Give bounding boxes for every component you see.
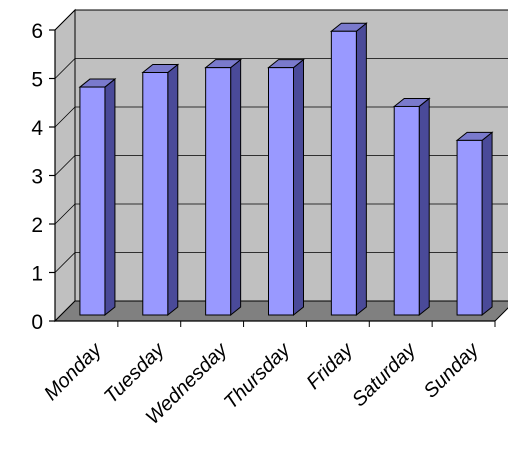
y-tick-label: 4 (31, 117, 43, 140)
gridline-side (54, 155, 76, 176)
gridline-side (54, 58, 76, 79)
x-tick-label-thursday: Thursday (220, 338, 295, 413)
gridline-side (54, 252, 76, 273)
y-tick-label: 2 (31, 214, 43, 237)
bar-friday (330, 30, 357, 316)
bar-side-wednesday (230, 58, 242, 317)
bar-side-monday (104, 78, 116, 317)
bar-monday (79, 86, 106, 316)
bar-side-thursday (293, 58, 304, 317)
gridline-side (54, 9, 76, 31)
bar-side-saturday (418, 97, 430, 317)
gridline-side (54, 106, 76, 128)
y-tick-label: 6 (31, 20, 43, 43)
bar-side-tuesday (167, 63, 179, 317)
bar-tuesday (142, 72, 169, 316)
x-tick-label-sunday: Sunday (420, 338, 484, 402)
y-tick-label: 1 (31, 263, 43, 286)
bar-saturday (393, 105, 420, 316)
bar-thursday (268, 67, 294, 316)
x-tick-label-saturday: Saturday (348, 338, 421, 411)
y-tick-label: 3 (31, 166, 43, 189)
bar-sunday (456, 139, 483, 316)
bar-side-sunday (481, 131, 493, 317)
x-tick-label-monday: Monday (40, 338, 107, 405)
y-tick-label: 0 (31, 311, 43, 334)
x-tick-label-friday: Friday (303, 338, 359, 394)
bar-side-friday (355, 22, 367, 317)
gridline-side (54, 203, 76, 225)
y-tick-label: 5 (31, 69, 43, 92)
bar-wednesday (205, 67, 232, 316)
